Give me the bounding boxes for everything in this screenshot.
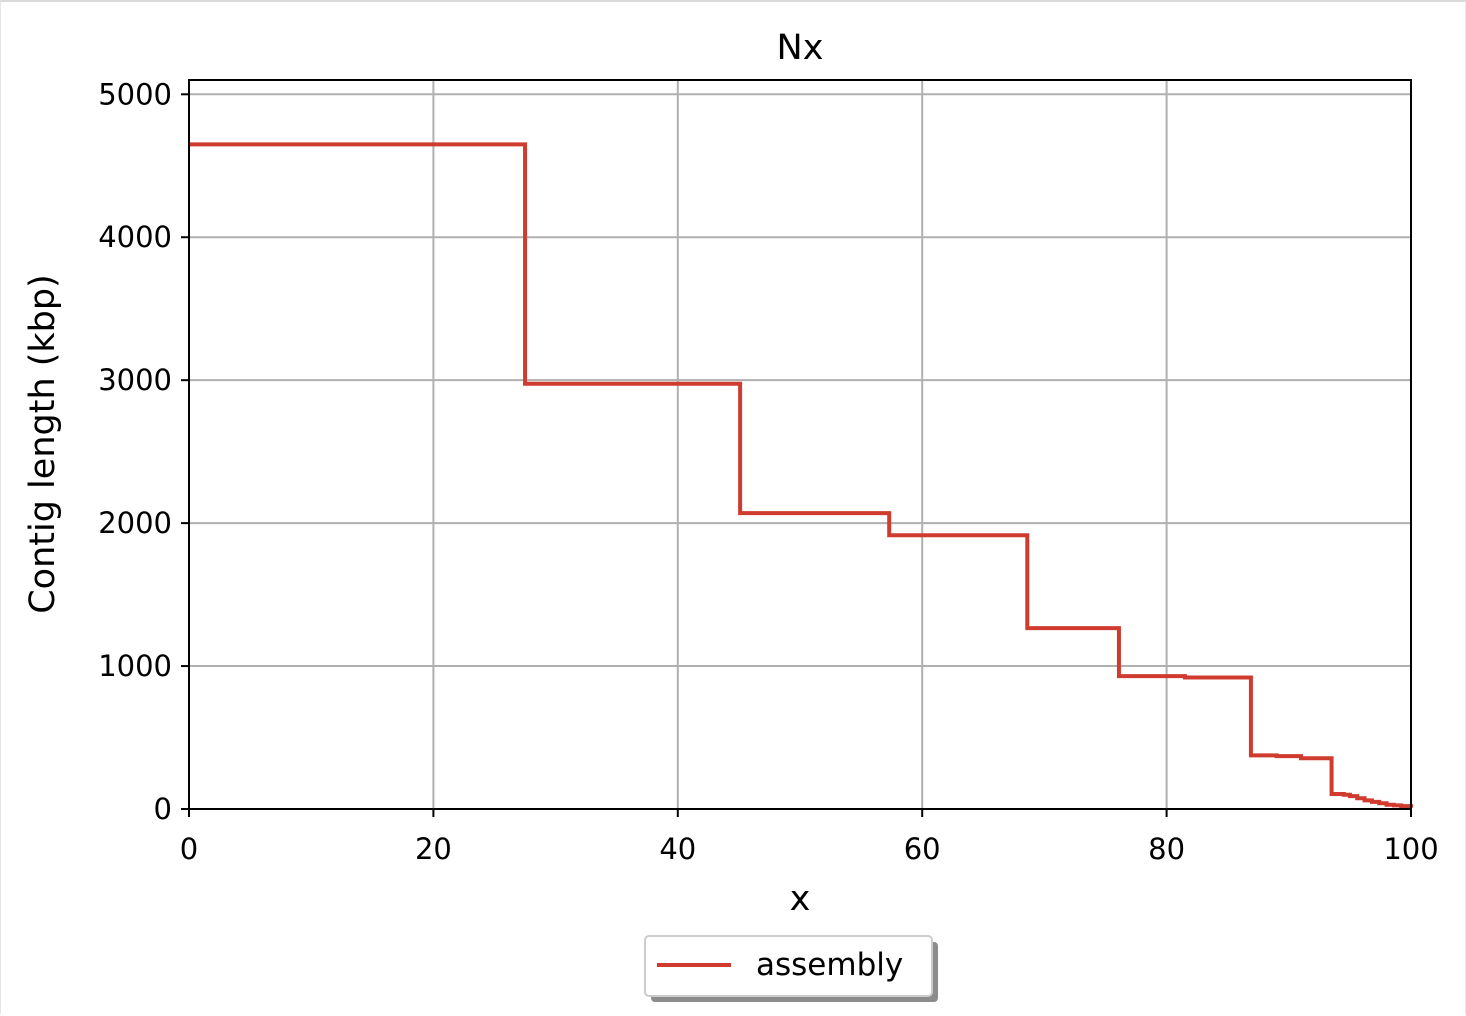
x-tick-label-0: 0 bbox=[180, 832, 198, 866]
grid-lines bbox=[188, 80, 1412, 810]
x-tick-label-60: 60 bbox=[904, 832, 941, 866]
plot-frame bbox=[188, 79, 1412, 810]
y-tick-label-1000: 1000 bbox=[98, 649, 172, 683]
x-tick-label-100: 100 bbox=[1383, 832, 1438, 866]
series-line-assembly bbox=[189, 142, 1413, 809]
x-tick-label-40: 40 bbox=[659, 832, 696, 866]
legend-box bbox=[644, 935, 933, 997]
legend: assembly bbox=[644, 935, 938, 1002]
x-axis-title: x bbox=[790, 879, 811, 919]
y-tick-label-5000: 5000 bbox=[98, 77, 172, 111]
x-tick-label-20: 20 bbox=[415, 832, 452, 866]
y-tick-labels: 0 1000 2000 3000 4000 5000 bbox=[98, 77, 172, 826]
y-axis-title: Contig length (kbp) bbox=[23, 274, 63, 614]
x-tick-labels: 0 20 40 60 80 100 bbox=[180, 832, 1439, 866]
y-tick-label-2000: 2000 bbox=[98, 506, 172, 540]
y-tick-label-0: 0 bbox=[154, 792, 172, 826]
x-tick-label-80: 80 bbox=[1148, 832, 1185, 866]
y-tick-label-4000: 4000 bbox=[98, 220, 172, 254]
legend-label-assembly: assembly bbox=[756, 947, 903, 983]
y-tick-label-3000: 3000 bbox=[98, 363, 172, 397]
chart-title: Nx bbox=[777, 28, 824, 68]
tick-marks bbox=[181, 93, 1412, 817]
series-layer bbox=[189, 142, 1413, 809]
